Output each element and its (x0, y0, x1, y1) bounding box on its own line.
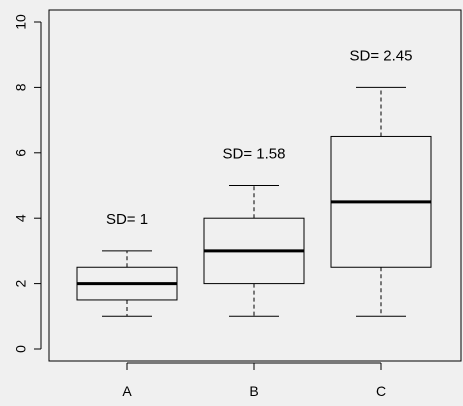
y-tick-label: 8 (13, 83, 29, 91)
plot-frame (48, 9, 462, 362)
y-tick-label: 0 (13, 345, 29, 353)
sd-annotation: SD= 1 (106, 211, 148, 228)
y-tick-label: 10 (13, 14, 29, 30)
x-tick-label: B (249, 383, 258, 399)
y-tick-label: 2 (13, 279, 29, 287)
x-tick-label: C (376, 383, 386, 399)
box-B: SD= 1.58 (203, 146, 305, 317)
axes: 0 2 4 6 8 10 A B C (13, 14, 386, 399)
sd-annotation: SD= 1.58 (223, 146, 286, 163)
box-A: SD= 1 (76, 211, 178, 317)
boxes: SD= 1 SD= 1.58 SD= 2.45 (76, 47, 432, 317)
y-tick-label: 4 (13, 214, 29, 222)
box-C: SD= 2.45 (330, 47, 432, 317)
sd-annotation: SD= 2.45 (350, 47, 413, 64)
y-tick-label: 6 (13, 149, 29, 157)
x-tick-label: A (122, 383, 132, 399)
